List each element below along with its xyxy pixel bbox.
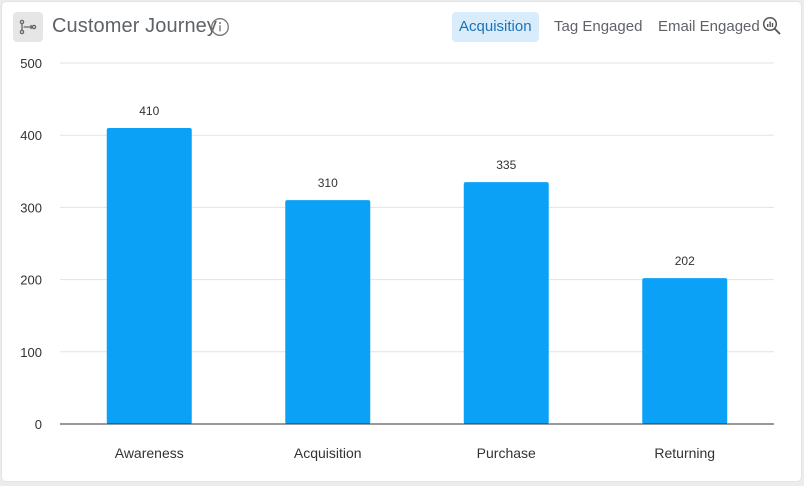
x-category-label: Purchase bbox=[477, 445, 536, 461]
y-tick-label: 300 bbox=[20, 200, 42, 215]
tab-tag-engaged[interactable]: Tag Engaged bbox=[554, 18, 643, 35]
bar-purchase[interactable] bbox=[463, 182, 549, 424]
info-icon[interactable] bbox=[210, 17, 230, 37]
tab-acquisition[interactable]: Acquisition bbox=[452, 12, 539, 42]
y-tick-label: 200 bbox=[20, 273, 42, 288]
flow-icon bbox=[13, 12, 43, 42]
y-tick-label: 100 bbox=[20, 345, 42, 360]
tab-email-engaged[interactable]: Email Engaged bbox=[658, 18, 760, 35]
page-title: Customer Journey bbox=[52, 15, 217, 37]
bar-awareness[interactable] bbox=[106, 127, 192, 424]
y-axis-ticks: 0 100 200 300 400 500 bbox=[20, 56, 42, 432]
x-category-label: Returning bbox=[654, 445, 715, 461]
data-label: 410 bbox=[139, 104, 159, 118]
x-category-label: Acquisition bbox=[294, 445, 362, 461]
zoom-chart-icon[interactable] bbox=[762, 16, 782, 36]
data-labels: 410 310 335 202 bbox=[139, 104, 695, 268]
data-label: 202 bbox=[675, 254, 695, 268]
y-tick-label: 500 bbox=[20, 56, 42, 71]
data-label: 310 bbox=[318, 176, 338, 190]
x-axis-categories: Awareness Acquisition Purchase Returning bbox=[115, 445, 715, 461]
y-tick-label: 400 bbox=[20, 128, 42, 143]
bar-returning[interactable] bbox=[642, 278, 728, 424]
bar-acquisition[interactable] bbox=[285, 200, 371, 424]
card-header: Customer Journey Acquisition Tag Engaged… bbox=[2, 2, 801, 50]
data-label: 335 bbox=[496, 158, 516, 172]
y-tick-label: 0 bbox=[35, 417, 42, 432]
bars bbox=[106, 127, 728, 424]
x-category-label: Awareness bbox=[115, 445, 184, 461]
